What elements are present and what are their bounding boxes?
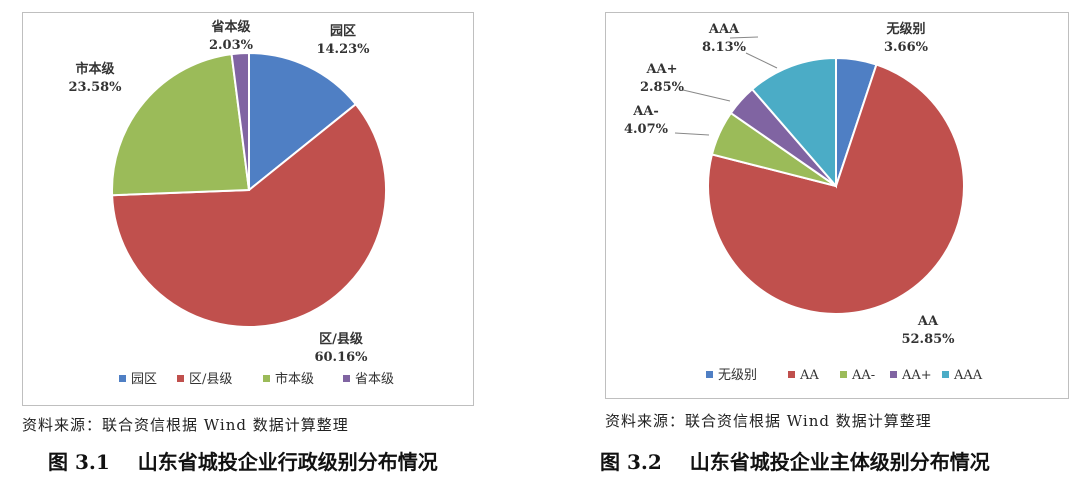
data-label: 园区 14.23% <box>316 24 370 57</box>
source-note: 资料来源：联合资信根据 Wind 数据计算整理 <box>22 416 349 434</box>
chart-frame: 园区 14.23% 区/县级 60.16% 市本级 23.58% 省本级 2.03% 园区 区/县… <box>22 12 474 406</box>
legend-label: AA+ <box>901 368 932 383</box>
pie-chart-credit-rating: 无级别 3.66% AA 52.85% AA-4.07% AA+ 2.85% AAA 8.13%… <box>624 21 983 383</box>
legend-swatch <box>890 371 897 378</box>
leader-line <box>729 36 759 39</box>
data-label: AAA 8.13% <box>702 22 747 55</box>
source-note: 资料来源：联合资信根据 Wind 数据计算整理 <box>605 412 932 430</box>
data-label: 市本级 23.58% <box>68 61 122 95</box>
data-label: 无级别 3.66% <box>884 21 929 55</box>
legend-swatch <box>177 375 184 382</box>
legend-label: 无级别 <box>718 368 757 383</box>
legend-swatch <box>706 371 713 378</box>
legend-label: 省本级 <box>355 372 394 387</box>
figure-3-2: 无级别 3.66% AA 52.85% AA-4.07% AA+ 2.85% AAA 8.13%… <box>540 0 1080 483</box>
legend-label: 市本级 <box>275 371 314 387</box>
data-label: AA+ 2.85% <box>640 62 685 95</box>
legend-label: AAA <box>953 368 983 383</box>
caption-number: 图 3.2 <box>600 450 662 474</box>
legend-item: AA- <box>840 368 875 383</box>
leader-line <box>745 52 778 69</box>
data-label: 区/县级 60.16% <box>314 331 368 365</box>
legend-item: 区/县级 <box>177 372 232 387</box>
legend-swatch <box>942 371 949 378</box>
legend-item: 市本级 <box>263 371 314 387</box>
figure-3-1: 园区 14.23% 区/县级 60.16% 市本级 23.58% 省本级 2.03% 园区 区/县… <box>22 12 474 475</box>
caption-text: 山东省城投企业行政级别分布情况 <box>137 450 438 474</box>
data-label: AA-4.07% <box>624 104 669 137</box>
pie-slice <box>111 102 387 328</box>
legend-item: 省本级 <box>343 372 394 387</box>
legend-label: AA- <box>851 368 875 383</box>
data-label: 省本级 2.03% <box>209 19 254 53</box>
legend-item: AA+ <box>890 368 932 383</box>
chart-frame: 无级别 3.66% AA 52.85% AA-4.07% AA+ 2.85% AAA 8.13%… <box>605 12 1069 399</box>
pie-chart-admin-level: 园区 14.23% 区/县级 60.16% 市本级 23.58% 省本级 2.03% 园区 区/县… <box>68 19 394 387</box>
legend-item: AAA <box>942 368 983 383</box>
legend-label: 园区 <box>131 372 157 387</box>
caption-text: 山东省城投企业主体级别分布情况 <box>689 450 990 474</box>
legend-item: 园区 <box>119 372 157 387</box>
legend-swatch <box>788 371 795 378</box>
figure-caption: 图 3.2 山东省城投企业主体级别分布情况 <box>600 446 990 475</box>
pie-slice <box>248 51 358 193</box>
legend-swatch <box>343 375 350 382</box>
pie-slice <box>230 51 250 191</box>
caption-number: 图 3.1 <box>48 450 110 474</box>
legend-swatch <box>263 375 270 382</box>
pie-slice <box>750 56 837 189</box>
legend-label: AA <box>799 368 819 383</box>
legend-item: 无级别 <box>706 368 757 383</box>
figure-caption: 图 3.1 山东省城投企业行政级别分布情况 <box>48 446 438 475</box>
legend-item: AA <box>788 368 819 383</box>
pie-slice <box>111 52 251 197</box>
legend-swatch <box>119 375 126 382</box>
legend-label: 区/县级 <box>189 372 232 387</box>
legend-swatch <box>840 371 847 378</box>
data-label: AA 52.85% <box>901 314 955 347</box>
leader-line <box>682 89 731 102</box>
leader-line <box>674 132 710 136</box>
pie-slice <box>707 63 965 315</box>
